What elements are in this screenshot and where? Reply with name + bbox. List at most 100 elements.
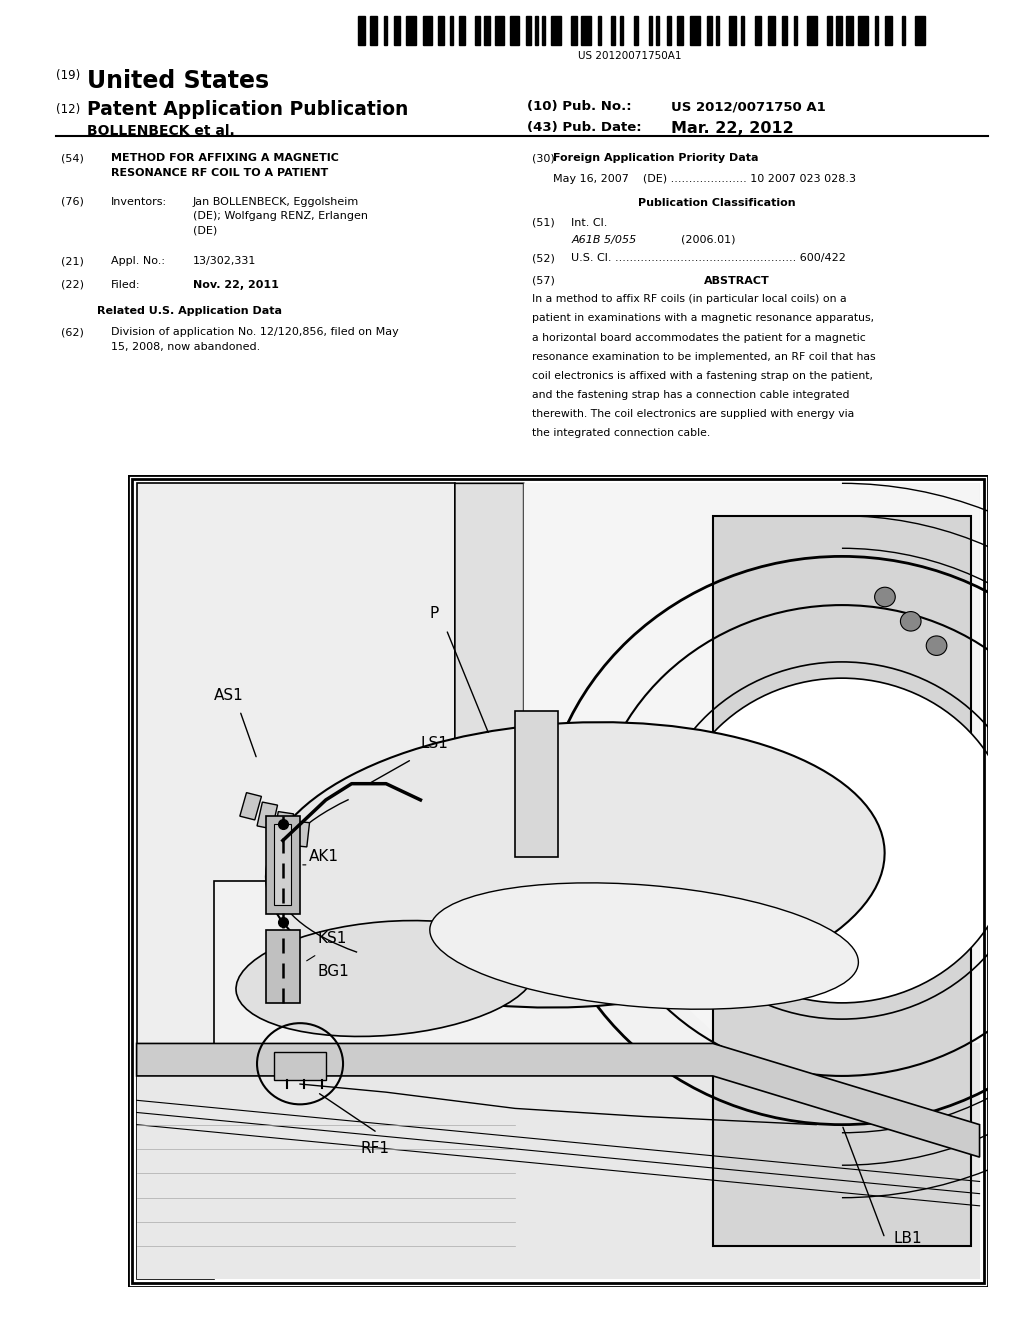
Bar (915, 16, 925, 45)
Bar (543, 16, 546, 45)
Bar (836, 16, 842, 45)
Circle shape (900, 611, 921, 631)
Text: 15, 2008, now abandoned.: 15, 2008, now abandoned. (111, 342, 260, 352)
Bar (713, 516, 971, 1246)
Bar (827, 16, 831, 45)
Text: Filed:: Filed: (111, 280, 140, 290)
Text: Patent Application Publication: Patent Application Publication (87, 100, 409, 119)
Bar (874, 16, 878, 45)
Bar (716, 16, 719, 45)
Bar (846, 16, 853, 45)
Text: and the fastening strap has a connection cable integrated: and the fastening strap has a connection… (532, 391, 850, 400)
Bar (649, 16, 652, 45)
Bar (292, 821, 309, 847)
Polygon shape (136, 1043, 980, 1279)
Bar (667, 16, 671, 45)
Bar (729, 16, 735, 45)
Bar (394, 16, 400, 45)
Text: Jan BOLLENBECK, Eggolsheim: Jan BOLLENBECK, Eggolsheim (193, 197, 358, 207)
Text: (10) Pub. No.:: (10) Pub. No.: (527, 100, 632, 114)
Bar (536, 16, 539, 45)
Bar (515, 710, 558, 857)
Circle shape (670, 678, 1014, 1003)
Text: In a method to affix RF coils (in particular local coils) on a: In a method to affix RF coils (in partic… (532, 294, 847, 305)
Bar (886, 16, 892, 45)
Bar (551, 16, 560, 45)
Bar (782, 16, 786, 45)
Bar (807, 16, 817, 45)
Text: AK1: AK1 (308, 849, 339, 865)
Text: (76): (76) (61, 197, 84, 207)
Text: Mar. 22, 2012: Mar. 22, 2012 (671, 121, 794, 136)
Text: US 20120071750A1: US 20120071750A1 (578, 51, 682, 62)
Bar (257, 803, 278, 829)
Text: RF1: RF1 (360, 1140, 389, 1156)
Text: a horizontal board accommodates the patient for a magnetic: a horizontal board accommodates the pati… (532, 333, 866, 343)
Polygon shape (455, 483, 523, 882)
Bar (459, 16, 465, 45)
Text: (DE): (DE) (193, 226, 217, 236)
Text: METHOD FOR AFFIXING A MAGNETIC: METHOD FOR AFFIXING A MAGNETIC (111, 153, 339, 164)
Bar (274, 1052, 326, 1080)
Bar (741, 16, 744, 45)
Text: United States: United States (87, 69, 269, 92)
Text: 13/302,331: 13/302,331 (193, 256, 256, 267)
Text: (57): (57) (532, 276, 555, 286)
Text: (62): (62) (61, 327, 84, 338)
Text: A61B 5/055: A61B 5/055 (571, 235, 637, 246)
Text: (2006.01): (2006.01) (681, 235, 735, 246)
Text: patient in examinations with a magnetic resonance apparatus,: patient in examinations with a magnetic … (532, 313, 874, 323)
Ellipse shape (430, 883, 858, 1010)
Bar (274, 824, 292, 906)
Text: (54): (54) (61, 153, 84, 164)
Text: Appl. No.:: Appl. No.: (111, 256, 165, 267)
Bar (656, 16, 659, 45)
Bar (371, 16, 377, 45)
Text: Inventors:: Inventors: (111, 197, 167, 207)
Bar (526, 16, 530, 45)
Bar (858, 16, 867, 45)
Text: BG1: BG1 (317, 964, 349, 978)
Bar (384, 16, 387, 45)
Text: May 16, 2007    (DE) ..................... 10 2007 023 028.3: May 16, 2007 (DE) ..................... … (553, 174, 856, 185)
Polygon shape (523, 483, 980, 1279)
Text: (43) Pub. Date:: (43) Pub. Date: (527, 121, 642, 135)
Bar (755, 16, 761, 45)
Bar (707, 16, 712, 45)
Bar (510, 16, 519, 45)
Polygon shape (136, 1043, 980, 1158)
Text: resonance examination to be implemented, an RF coil that has: resonance examination to be implemented,… (532, 351, 877, 362)
Text: (12): (12) (56, 103, 81, 116)
Bar (634, 16, 639, 45)
Text: Foreign Application Priority Data: Foreign Application Priority Data (553, 153, 758, 164)
Bar (450, 16, 453, 45)
Text: KS1: KS1 (317, 931, 346, 946)
Bar (677, 16, 683, 45)
Text: Int. Cl.: Int. Cl. (571, 218, 608, 228)
Bar (611, 16, 614, 45)
Bar (902, 16, 905, 45)
Text: RESONANCE RF COIL TO A PATIENT: RESONANCE RF COIL TO A PATIENT (111, 168, 328, 178)
Bar (274, 812, 294, 838)
Ellipse shape (236, 920, 537, 1036)
Circle shape (927, 636, 947, 656)
Text: (21): (21) (61, 256, 84, 267)
Bar (794, 16, 797, 45)
Bar (582, 16, 591, 45)
Bar (495, 16, 504, 45)
Bar (621, 16, 624, 45)
Text: LB1: LB1 (894, 1232, 923, 1246)
Text: Division of application No. 12/120,856, filed on May: Division of application No. 12/120,856, … (111, 327, 398, 338)
Bar (438, 16, 444, 45)
Text: P: P (429, 606, 438, 622)
Text: US 2012/0071750 A1: US 2012/0071750 A1 (671, 100, 825, 114)
Text: coil electronics is affixed with a fastening strap on the patient,: coil electronics is affixed with a faste… (532, 371, 873, 381)
Text: (30): (30) (532, 153, 555, 164)
Polygon shape (136, 483, 455, 1279)
Bar (475, 16, 480, 45)
Text: AS1: AS1 (214, 688, 244, 702)
Bar (423, 16, 432, 45)
Text: Publication Classification: Publication Classification (638, 198, 796, 209)
Text: U.S. Cl. .................................................. 600/422: U.S. Cl. ...............................… (571, 253, 846, 264)
Bar (265, 816, 300, 913)
